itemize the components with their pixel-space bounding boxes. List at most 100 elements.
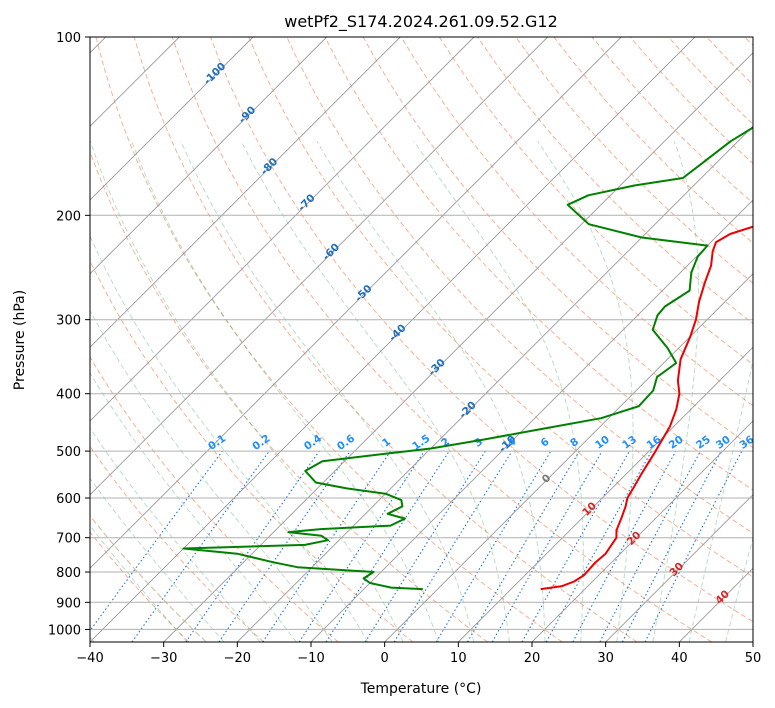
temperature-profile-line: [540, 225, 753, 591]
isotherm-labels: -100-90-80-70-60-50-40-30-20-10010203040…: [201, 60, 753, 607]
mixing-ratio-label: 0.6: [335, 432, 357, 453]
mixing-ratio-label: 30: [714, 434, 733, 452]
mixing-ratio-label: 20: [667, 434, 686, 452]
mixing-ratio-line: [435, 450, 552, 642]
dry-adiabat: [90, 445, 264, 642]
y-tick-label: 700: [56, 532, 81, 547]
isotherm-label: -20: [457, 399, 479, 421]
mixing-ratio-line: [185, 450, 320, 642]
dry-adiabat: [668, 37, 753, 125]
isotherm-label: -60: [320, 241, 342, 263]
x-tick-label: −30: [150, 651, 177, 666]
isotherm-line: [678, 567, 753, 642]
y-tick-label: 100: [56, 31, 81, 46]
isotherm-line: [90, 37, 401, 348]
isotherm-line: [457, 346, 753, 642]
isotherm-label: -50: [353, 283, 375, 305]
isotherm-label: -90: [236, 104, 258, 126]
mixing-ratio-line: [262, 450, 392, 642]
isotherm-line: [90, 37, 622, 569]
mixing-ratio-label: 13: [620, 434, 639, 452]
isotherm-label: 40: [713, 588, 732, 607]
mixing-ratio-label: 0.4: [302, 432, 324, 453]
y-tick-label: 500: [56, 445, 81, 460]
reference-curve: [90, 514, 207, 642]
profile-lines: [182, 126, 753, 591]
dry-adiabat: [210, 37, 753, 623]
dry-adiabat: [362, 37, 753, 449]
moist-adiabat: [688, 358, 753, 642]
y-axis-label: Pressure (hPa): [12, 290, 28, 390]
dry-adiabat: [553, 37, 753, 244]
x-tick-label: 40: [671, 651, 688, 666]
isotherm-label: -80: [258, 156, 280, 178]
mixing-ratio-line: [325, 450, 450, 642]
isotherm-line: [90, 37, 475, 422]
background-lines: [90, 37, 753, 642]
x-tick-label: 30: [597, 651, 614, 666]
moist-adiabat: [537, 141, 634, 642]
dry-adiabat: [248, 37, 753, 578]
mixing-ratio-label: 25: [694, 434, 713, 452]
dry-adiabat: [400, 37, 753, 407]
mixing-ratio-line: [572, 450, 677, 642]
isotherm-line: [90, 37, 328, 275]
dry-adiabat: [324, 37, 753, 491]
mixing-ratio-line: [644, 450, 743, 642]
dry-adiabat: [171, 37, 712, 642]
isotherm-line: [531, 420, 753, 642]
y-tick-label: 300: [56, 314, 81, 329]
mixing-ratio-label: 0.2: [250, 432, 272, 453]
y-tick-label: 600: [56, 492, 81, 507]
isotherm-line: [752, 641, 753, 642]
x-tick-label: 0: [381, 651, 389, 666]
dry-adiabat: [515, 37, 753, 284]
dry-adiabat: [438, 37, 753, 366]
x-tick-label: 20: [524, 651, 541, 666]
mixing-ratio-line: [218, 450, 351, 642]
moist-adiabat: [90, 371, 297, 642]
plot-frame: [89, 36, 754, 643]
x-axis-label: Temperature (°C): [360, 681, 482, 697]
dry-adiabat: [90, 531, 190, 642]
mixing-ratio-line: [545, 450, 653, 642]
isotherm-line: [90, 37, 254, 201]
y-tick-label: 400: [56, 388, 81, 403]
dry-adiabat: [133, 37, 638, 642]
mixing-ratio-label: 0.1: [206, 432, 228, 453]
x-tick-label: 50: [745, 651, 762, 666]
isotherm-line: [163, 52, 753, 642]
isotherm-line: [90, 37, 549, 496]
isotherm-label: 0: [540, 472, 554, 486]
mixing-ratio-line: [393, 450, 513, 642]
y-tick-label: 200: [56, 209, 81, 224]
isotherm-label: -30: [426, 357, 448, 379]
x-axis-ticks: −40 −30 −20 −10 0 10 20 30 40 50: [76, 642, 761, 666]
isotherm-line: [236, 125, 753, 642]
mixing-ratio-label: 6: [539, 436, 552, 450]
isotherm-label: -40: [387, 322, 409, 344]
mixing-ratio-line: [90, 450, 223, 632]
dry-adiabat: [90, 150, 488, 642]
pressure-gridlines: [90, 37, 753, 630]
moist-adiabat: [413, 141, 584, 642]
isotherm-label: -100: [201, 60, 228, 87]
moist-adiabat: [725, 536, 753, 642]
dry-adiabat: [95, 37, 563, 642]
chart-title: wetPf2_S174.2024.261.09.52.G12: [284, 12, 558, 32]
x-tick-label: −10: [297, 651, 324, 666]
x-tick-label: 10: [450, 651, 467, 666]
mixing-ratio-line: [131, 450, 270, 642]
mixing-ratio-label: 10: [593, 434, 612, 452]
isotherm-line: [384, 273, 753, 642]
moist-adiabat: [316, 141, 546, 642]
isotherm-line: [90, 37, 696, 642]
dry-adiabat: [591, 37, 753, 204]
dry-adiabat: [706, 37, 753, 86]
isotherm-line: [605, 494, 753, 642]
moist-adiabat: [131, 141, 439, 642]
y-axis-ticks: 100 200 300 400 500 600 700 800 900 1000: [48, 31, 90, 638]
isotherm-label: 30: [667, 560, 686, 579]
mixing-ratio-line: [298, 450, 425, 642]
